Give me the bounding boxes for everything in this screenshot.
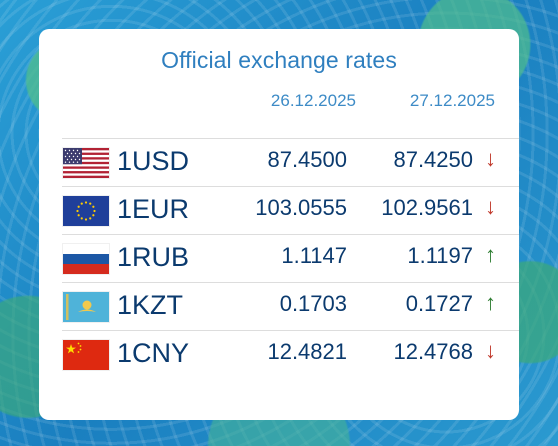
rate-row-eur: 1EUR 103.0555 102.9561 ↓ xyxy=(62,186,519,234)
arrow-down-icon: ↓ xyxy=(485,338,496,363)
rate-value-date2: 0.1727 xyxy=(405,291,473,316)
rate-value-date2: 102.9561 xyxy=(381,195,473,220)
currency-code: 1CNY xyxy=(117,338,190,368)
currency-code: 1KZT xyxy=(117,290,184,320)
arrow-down-icon: ↓ xyxy=(485,146,496,171)
date-column-2: 27.12.2025 xyxy=(409,91,495,110)
widget-title: Official exchange rates xyxy=(161,47,397,73)
arrow-down-icon: ↓ xyxy=(485,194,496,219)
rate-value-date1: 1.1147 xyxy=(281,243,347,268)
rate-value-date1: 12.4821 xyxy=(267,339,347,364)
arrow-up-icon: ↑ xyxy=(485,290,496,315)
rate-value-date2: 87.4250 xyxy=(393,147,473,172)
rate-value-date2: 1.1197 xyxy=(407,243,473,268)
rate-value-date1: 0.1703 xyxy=(279,291,347,316)
rate-row-usd: 1USD 87.4500 87.4250 ↓ xyxy=(62,138,519,186)
rate-row-cny: 1CNY 12.4821 12.4768 ↓ xyxy=(62,330,519,378)
rate-row-rub: 1RUB 1.1147 1.1197 ↑ xyxy=(62,234,519,282)
ru-flag-icon xyxy=(63,244,109,274)
eu-flag-icon xyxy=(63,196,109,226)
currency-code: 1USD xyxy=(117,146,190,176)
currency-code: 1EUR xyxy=(117,194,190,224)
kz-flag-icon xyxy=(63,292,109,322)
date-column-1: 26.12.2025 xyxy=(270,91,356,110)
rate-value-date1: 87.4500 xyxy=(267,147,347,172)
rate-value-date2: 12.4768 xyxy=(393,339,473,364)
rate-row-kzt: 1KZT 0.1703 0.1727 ↑ xyxy=(62,282,519,330)
exchange-rates-widget: Official exchange rates 26.12.2025 27.12… xyxy=(39,29,519,420)
rate-value-date1: 103.0555 xyxy=(255,195,347,220)
rates-list: 1USD 87.4500 87.4250 ↓ xyxy=(62,138,519,378)
us-flag-icon xyxy=(63,148,109,178)
cn-flag-icon xyxy=(63,340,109,370)
arrow-up-icon: ↑ xyxy=(485,242,496,267)
currency-code: 1RUB xyxy=(117,242,190,272)
